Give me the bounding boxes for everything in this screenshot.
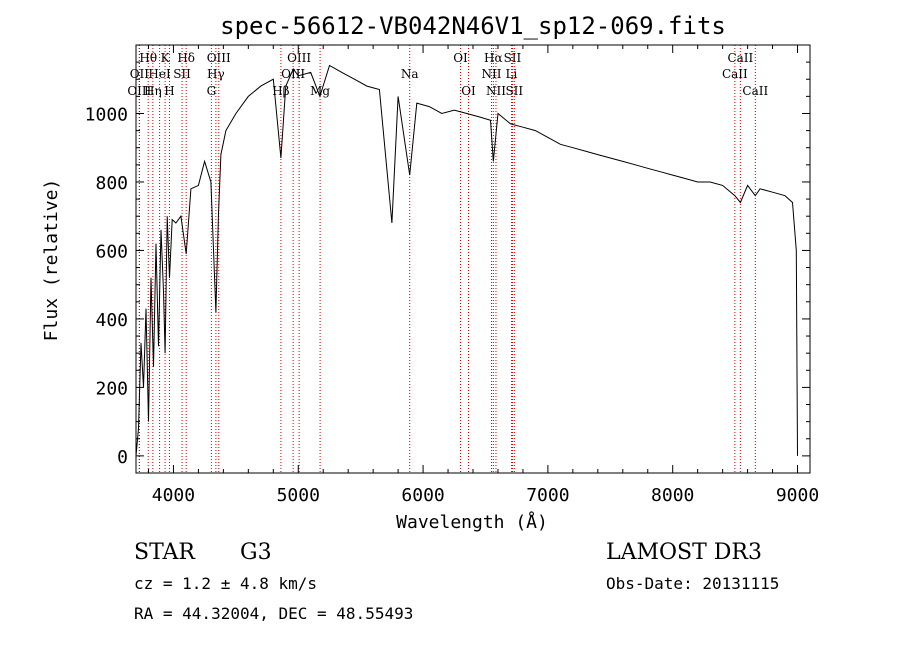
marker-label-26: CaII [722,67,748,81]
marker-label-9: OIII [207,51,231,65]
y-tick-label-4: 800 [95,173,128,194]
marker-label-1: OII [130,67,150,81]
object-class: STAR [134,540,195,565]
plot-frame [135,44,811,474]
marker-label-27: CaII [742,84,768,98]
x-tick-label-5: 9000 [776,485,819,506]
x-tick-label-0: 4000 [152,485,195,506]
marker-label-21: NII [486,84,506,98]
y-tick-label-0: 0 [117,447,128,468]
marker-label-17: OI [453,51,468,65]
marker-label-23: Li [506,67,518,81]
marker-label-24: SII [505,84,523,98]
marker-label-0: Hθ [139,51,157,65]
y-tick-label-3: 600 [95,241,128,262]
coordinates: RA = 44.32004, DEC = 48.55493 [134,604,414,623]
marker-label-5: Hη [144,84,162,98]
obs-date: Obs-Date: 20131115 [606,574,780,593]
spectrum-line [135,64,798,456]
marker-label-25: CaII [727,51,753,65]
y-axis: 0 200 400 600 800 1000 [85,61,810,474]
marker-label-19: Hα [484,51,503,65]
marker-label-4: HeI [148,67,171,81]
marker-label-16: Na [401,67,419,81]
marker-label-7: SII [173,67,191,81]
y-tick-label-2: 400 [95,310,128,331]
y-tick-label-5: 1000 [85,104,128,125]
marker-label-6: Hδ [177,51,195,65]
marker-label-12: OIII [287,51,311,65]
y-tick-label-1: 200 [95,378,128,399]
x-tick-label-3: 7000 [526,485,569,506]
marker-label-10: Hγ [207,67,225,81]
marker-label-22: SII [504,51,522,65]
marker-lines [138,45,756,473]
marker-label-8: H [164,84,174,98]
chart-title: spec-56612-VB042N46V1_sp12-069.fits [220,12,726,40]
marker-label-3: K [161,51,171,65]
marker-label-18: OI [461,84,476,98]
survey-name: LAMOST DR3 [606,540,762,565]
marker-label-15: Mg [310,84,330,98]
redshift-text: cz = 1.2 ± 4.8 km/s [134,574,318,593]
x-axis-label: Wavelength (Å) [396,511,548,533]
marker-label-11: G [207,84,217,98]
marker-label-20: NII [481,67,501,81]
x-tick-label-4: 8000 [651,485,694,506]
object-subclass: G3 [240,540,272,565]
x-axis: 4000 5000 6000 7000 8000 9000 [147,45,819,506]
x-tick-label-1: 5000 [277,485,320,506]
y-axis-label: Flux (relative) [41,179,62,342]
marker-label-13: OIII [281,67,305,81]
x-tick-label-2: 6000 [401,485,444,506]
marker-label-2: OIII [127,84,151,98]
